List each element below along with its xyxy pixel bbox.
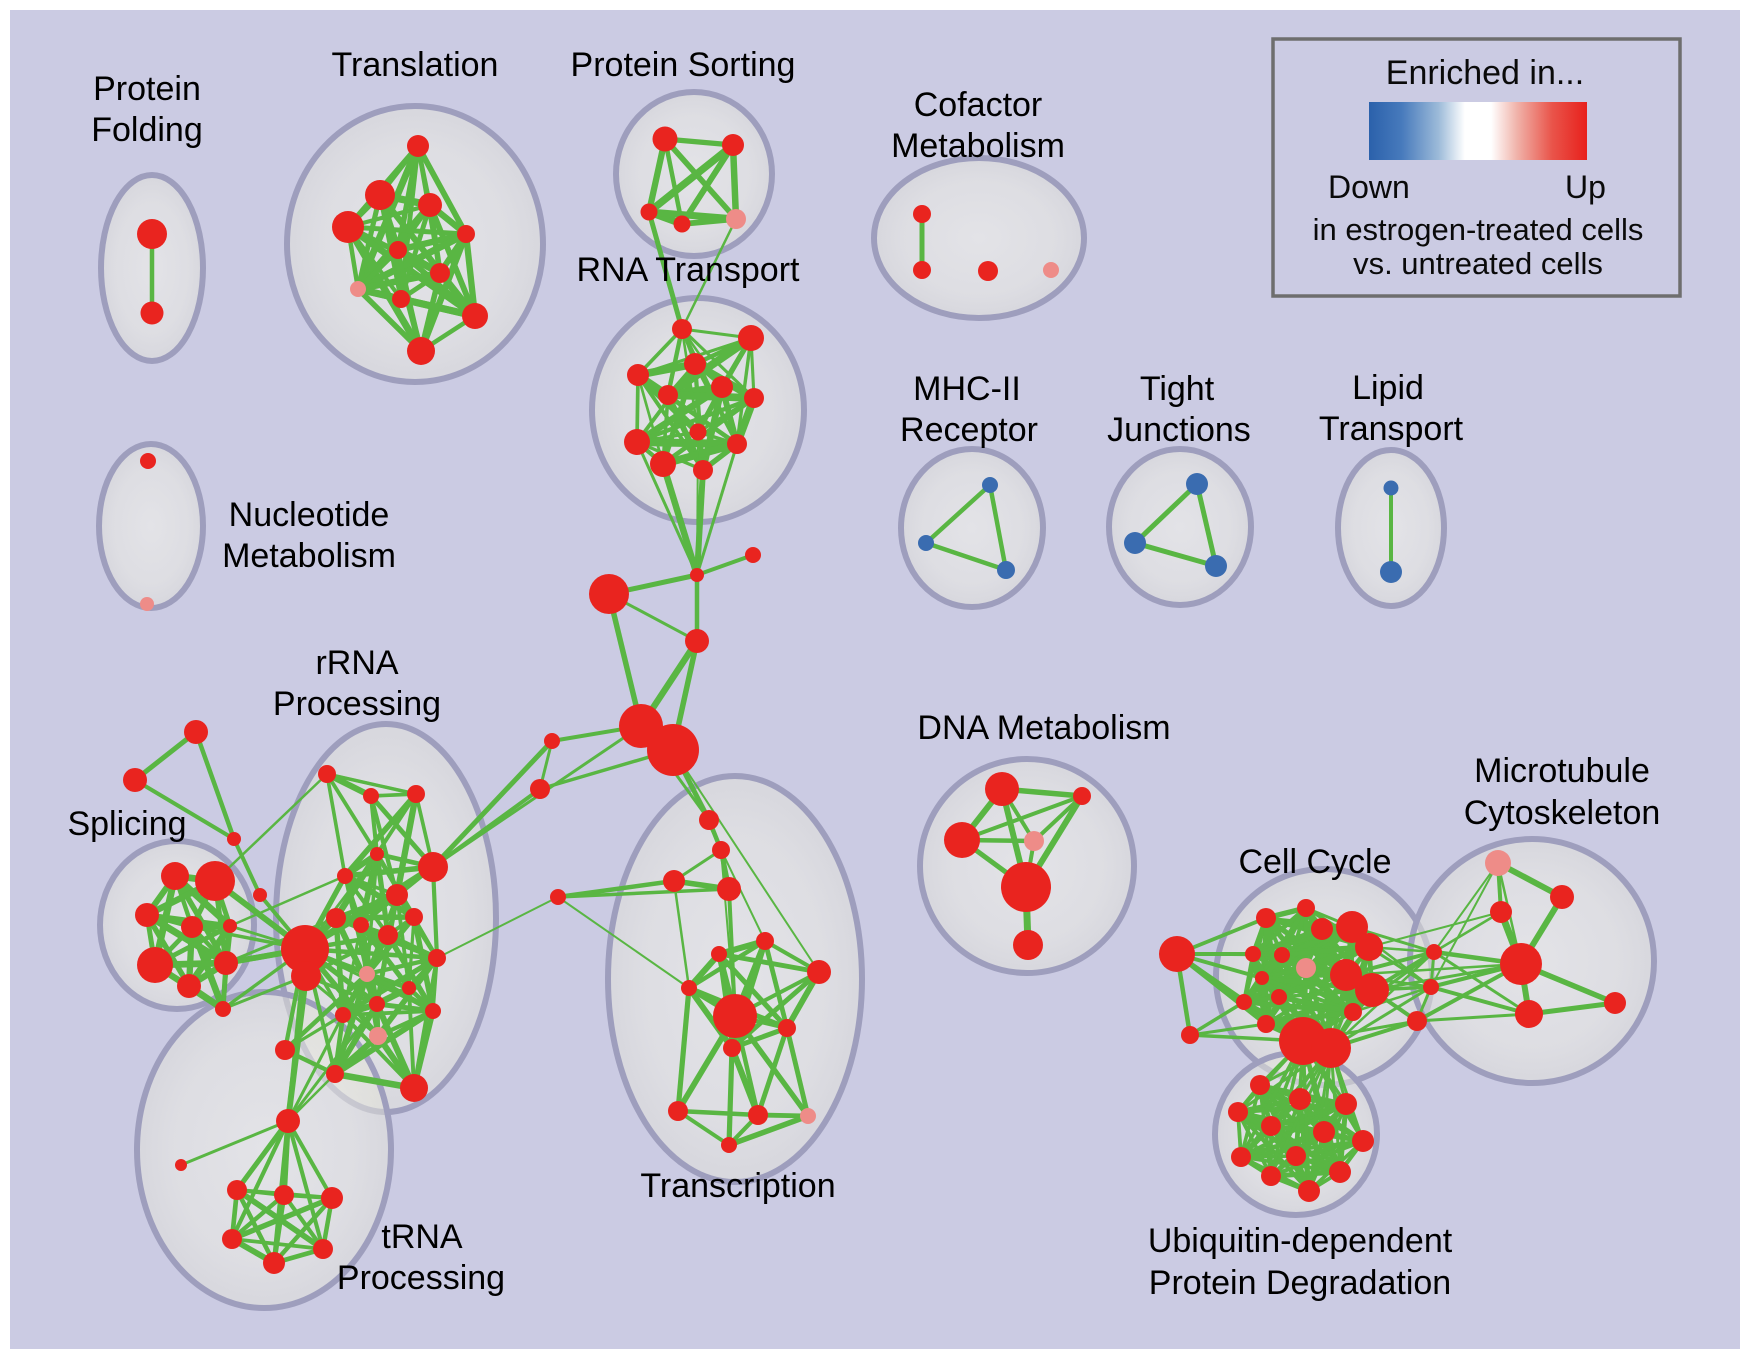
svg-text:Folding: Folding [91, 111, 203, 149]
svg-text:MHC-II: MHC-II [913, 370, 1021, 408]
svg-text:Cofactor: Cofactor [914, 86, 1043, 124]
svg-text:Cell Cycle: Cell Cycle [1238, 843, 1391, 881]
svg-text:rRNA: rRNA [315, 644, 398, 682]
svg-text:Transport: Transport [1319, 410, 1464, 448]
svg-text:vs. untreated cells: vs. untreated cells [1353, 246, 1603, 281]
svg-text:Metabolism: Metabolism [891, 127, 1065, 165]
svg-text:tRNA: tRNA [381, 1218, 463, 1256]
svg-text:DNA Metabolism: DNA Metabolism [917, 709, 1170, 747]
svg-text:Cytoskeleton: Cytoskeleton [1464, 794, 1661, 832]
svg-text:Processing: Processing [273, 685, 441, 723]
svg-text:Ubiquitin-dependent: Ubiquitin-dependent [1148, 1222, 1453, 1260]
svg-text:Transcription: Transcription [640, 1167, 835, 1205]
svg-text:Metabolism: Metabolism [222, 537, 396, 575]
svg-text:Protein: Protein [93, 70, 201, 108]
svg-text:RNA Transport: RNA Transport [577, 251, 801, 289]
svg-text:Down: Down [1328, 169, 1410, 205]
svg-text:Lipid: Lipid [1352, 369, 1424, 407]
svg-text:Up: Up [1565, 169, 1606, 205]
svg-text:Junctions: Junctions [1107, 411, 1251, 449]
svg-text:Microtubule: Microtubule [1474, 752, 1650, 790]
svg-text:Protein Sorting: Protein Sorting [571, 46, 796, 84]
svg-text:Nucleotide: Nucleotide [229, 496, 390, 534]
svg-text:Enriched in...: Enriched in... [1386, 54, 1584, 92]
svg-text:Splicing: Splicing [67, 805, 186, 843]
svg-text:Processing: Processing [337, 1259, 505, 1297]
svg-text:Receptor: Receptor [900, 411, 1038, 449]
svg-text:Tight: Tight [1140, 370, 1215, 408]
svg-text:Protein Degradation: Protein Degradation [1149, 1264, 1451, 1302]
svg-text:Translation: Translation [332, 46, 499, 84]
svg-text:in estrogen-treated cells: in estrogen-treated cells [1313, 212, 1644, 247]
